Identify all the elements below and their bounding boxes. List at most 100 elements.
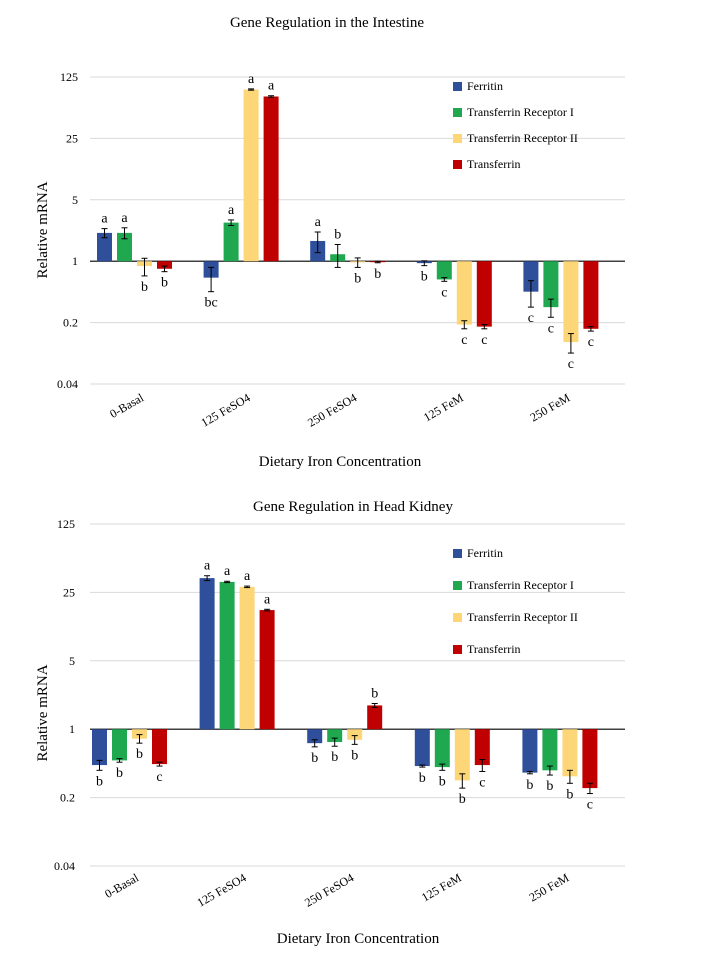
x-tick-label: 250 FeM: [527, 870, 572, 904]
bar: [219, 581, 235, 730]
bar: [152, 729, 167, 765]
bar: [434, 729, 450, 768]
significance-letter: a: [248, 72, 255, 87]
x-tick-label: 250 FeM: [528, 390, 573, 424]
bar: [117, 232, 132, 262]
bar: [414, 729, 430, 767]
bar: [542, 729, 558, 771]
significance-letter: b: [116, 766, 123, 781]
y-tick-label: 125: [57, 517, 75, 531]
significance-letter: b: [141, 280, 148, 295]
significance-letter: b: [161, 276, 168, 291]
bar: [243, 89, 259, 262]
significance-letter: a: [315, 215, 322, 230]
significance-letter: b: [546, 779, 553, 794]
significance-letter: b: [371, 687, 378, 702]
legend-label: Transferrin Receptor II: [467, 610, 578, 624]
legend-label: Transferrin Receptor I: [467, 105, 574, 119]
legend-label: Transferrin Receptor I: [467, 578, 574, 592]
legend-swatch: [453, 613, 462, 622]
legend-swatch: [453, 160, 462, 169]
legend-swatch: [453, 645, 462, 654]
significance-letter: b: [374, 267, 381, 282]
bar: [582, 729, 598, 789]
y-tick-label: 1: [72, 254, 78, 268]
legend-swatch: [453, 134, 462, 143]
significance-letter: b: [96, 774, 103, 789]
bar: [347, 729, 363, 740]
significance-letter: a: [224, 564, 231, 579]
y-tick-label: 0.2: [60, 791, 75, 805]
significance-letter: c: [528, 311, 534, 326]
bar: [543, 261, 559, 308]
bar: [474, 729, 490, 766]
y-axis-title: Relative mRNA: [35, 664, 51, 761]
significance-letter: c: [481, 333, 487, 348]
significance-letter: a: [121, 211, 128, 226]
legend-swatch: [453, 581, 462, 590]
significance-letter: c: [568, 357, 574, 372]
bar: [436, 261, 452, 280]
significance-letter: a: [204, 559, 211, 574]
significance-letter: c: [588, 335, 594, 350]
x-tick-label: 125 FeSO4: [199, 390, 253, 429]
y-tick-label: 25: [66, 131, 78, 145]
legend-label: Ferritin: [467, 79, 503, 93]
y-axis-title: Relative mRNA: [35, 181, 51, 278]
bar: [259, 610, 275, 730]
chart-intestine: Gene Regulation in the Intestine Dietary…: [35, 15, 625, 470]
significance-letter: b: [459, 792, 466, 807]
x-axis-title: Dietary Iron Concentration: [259, 454, 422, 470]
y-tick-label: 5: [69, 654, 75, 668]
bar: [157, 261, 172, 269]
bar: [583, 261, 599, 329]
significance-letter: c: [479, 775, 485, 790]
significance-letter: b: [421, 270, 428, 285]
legend-swatch: [453, 108, 462, 117]
legend-label: Transferrin Receptor II: [467, 131, 578, 145]
significance-letter: a: [244, 569, 251, 584]
bar: [112, 729, 127, 761]
chart-title: Gene Regulation in Head Kidney: [253, 499, 453, 515]
bar: [562, 729, 578, 777]
x-tick-label: 0-Basal: [102, 870, 141, 901]
x-axis-title: Dietary Iron Concentration: [277, 931, 440, 947]
significance-letter: a: [264, 592, 271, 607]
x-tick-label: 125 FeSO4: [195, 870, 249, 909]
x-tick-label: 125 FeM: [421, 390, 466, 424]
significance-letter: b: [136, 747, 143, 762]
significance-letter: b: [354, 271, 361, 286]
legend-swatch: [453, 549, 462, 558]
significance-letter: b: [566, 787, 573, 802]
significance-letter: b: [419, 771, 426, 786]
significance-letter: a: [101, 212, 108, 227]
bar: [523, 261, 539, 292]
y-tick-label: 0.04: [54, 859, 75, 873]
bar: [456, 261, 472, 325]
x-tick-label: 250 FeSO4: [305, 390, 359, 429]
significance-letter: b: [331, 750, 338, 765]
significance-letter: a: [228, 203, 235, 218]
y-tick-label: 0.2: [63, 316, 78, 330]
x-tick-label: 0-Basal: [107, 390, 146, 421]
y-tick-label: 1: [69, 722, 75, 736]
legend-label: Transferrin: [467, 157, 521, 171]
bar: [476, 261, 492, 327]
bar: [263, 96, 279, 262]
bar: [367, 705, 383, 730]
significance-letter: c: [156, 770, 162, 785]
bar: [454, 729, 470, 781]
significance-letter: b: [334, 227, 341, 242]
chart-head-kidney: Gene Regulation in Head Kidney Dietary I…: [35, 499, 625, 947]
y-tick-label: 5: [72, 193, 78, 207]
y-tick-label: 25: [63, 585, 75, 599]
bar: [307, 729, 323, 744]
bar: [199, 578, 215, 730]
bar: [522, 729, 538, 773]
y-tick-label: 125: [60, 70, 78, 84]
bar: [97, 232, 112, 262]
bar: [563, 261, 579, 343]
significance-letter: c: [461, 333, 467, 348]
bar: [327, 729, 343, 742]
